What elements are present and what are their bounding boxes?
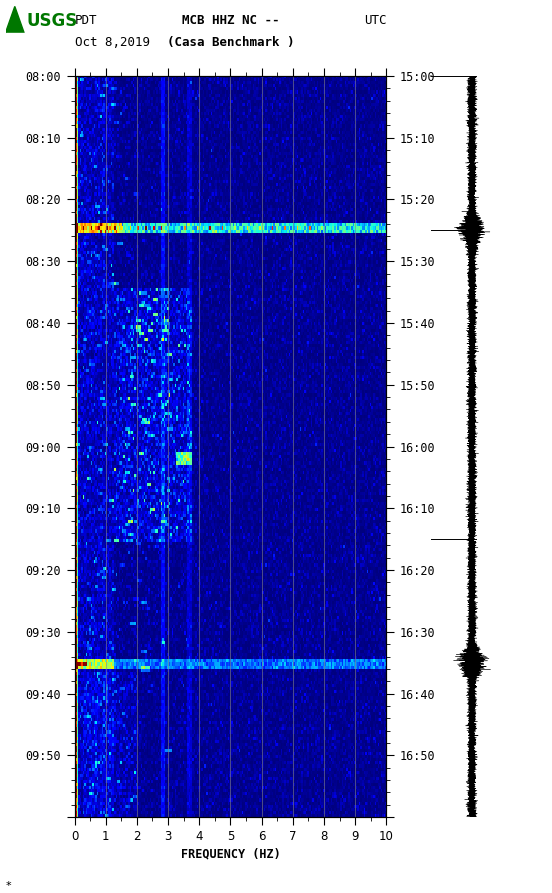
Text: USGS: USGS — [26, 13, 78, 30]
Text: MCB HHZ NC --: MCB HHZ NC -- — [182, 13, 279, 27]
Text: Oct 8,2019: Oct 8,2019 — [75, 36, 150, 49]
Text: PDT: PDT — [75, 13, 97, 27]
X-axis label: FREQUENCY (HZ): FREQUENCY (HZ) — [181, 847, 280, 861]
Text: (Casa Benchmark ): (Casa Benchmark ) — [167, 36, 294, 49]
Text: *: * — [6, 880, 11, 890]
Text: UTC: UTC — [364, 13, 386, 27]
Polygon shape — [6, 33, 24, 40]
Polygon shape — [6, 6, 24, 33]
